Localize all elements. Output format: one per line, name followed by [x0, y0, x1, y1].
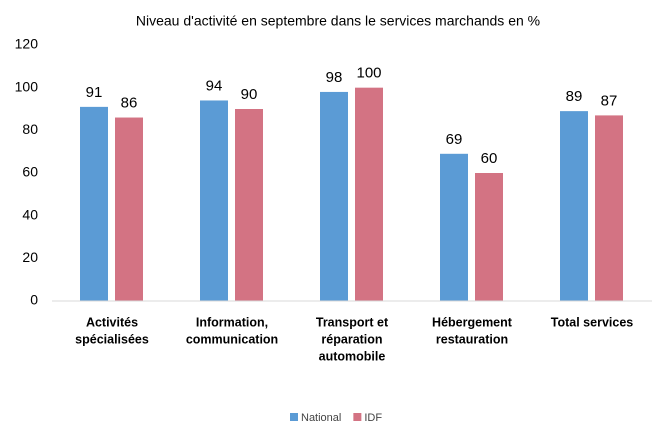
bar	[475, 173, 503, 301]
x-tick-label: réparation	[321, 332, 382, 346]
y-tick-label: 120	[15, 36, 39, 52]
value-label: 98	[326, 69, 343, 86]
legend-swatch	[290, 413, 298, 421]
y-tick-label: 100	[15, 78, 39, 94]
y-tick-label: 0	[30, 292, 38, 308]
bar	[115, 117, 143, 302]
x-tick-label: Total services	[551, 315, 634, 329]
value-label: 89	[566, 88, 583, 105]
chart-title: Niveau d'activité en septembre dans le s…	[136, 13, 540, 29]
x-tick-label: Information,	[196, 315, 268, 329]
x-tick-label: spécialisées	[75, 332, 149, 346]
bar	[320, 91, 348, 301]
legend-label: National	[301, 412, 341, 423]
y-tick-label: 80	[22, 121, 38, 137]
bar	[80, 106, 108, 301]
bar	[440, 153, 468, 301]
bar	[355, 87, 383, 302]
value-label: 60	[481, 150, 498, 167]
x-tick-label: restauration	[436, 332, 508, 346]
value-label: 94	[206, 77, 223, 94]
x-tick-label: Hébergement	[432, 315, 513, 329]
bar	[560, 111, 588, 301]
value-label: 90	[241, 86, 258, 103]
value-label: 100	[356, 65, 381, 82]
y-tick-label: 20	[22, 249, 38, 265]
x-tick-label: Transport et	[316, 315, 389, 329]
y-tick-label: 40	[22, 206, 38, 222]
x-tick-label: automobile	[319, 349, 386, 363]
value-label: 69	[446, 131, 463, 148]
bar	[200, 100, 228, 301]
value-label: 86	[121, 95, 138, 112]
bar	[595, 115, 623, 302]
legend-label: IDF	[364, 412, 382, 423]
y-tick-label: 60	[22, 164, 38, 180]
x-tick-label: Activités	[86, 315, 138, 329]
value-label: 87	[601, 92, 618, 109]
bar	[235, 109, 263, 301]
legend-swatch	[353, 413, 362, 421]
x-tick-label: communication	[186, 332, 278, 346]
value-label: 91	[86, 84, 103, 101]
